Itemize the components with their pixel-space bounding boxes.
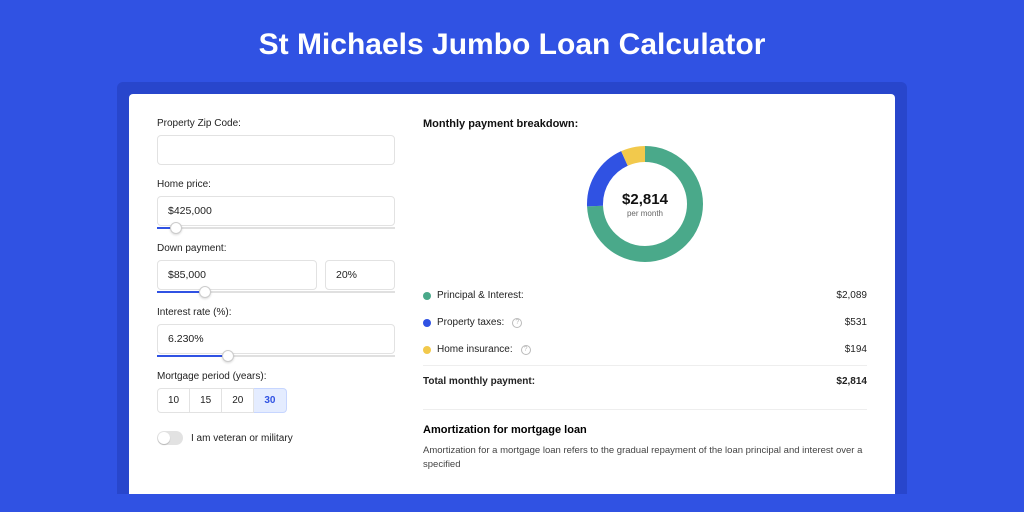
home-price-slider[interactable] xyxy=(157,227,395,229)
home-price-input[interactable] xyxy=(157,196,395,226)
down-payment-percent-input[interactable] xyxy=(325,260,395,290)
legend-dot xyxy=(423,346,431,354)
legend-dot xyxy=(423,319,431,327)
page-title: St Michaels Jumbo Loan Calculator xyxy=(0,0,1024,82)
amortization-text: Amortization for a mortgage loan refers … xyxy=(423,444,867,473)
breakdown-value: $194 xyxy=(845,344,867,355)
veteran-label: I am veteran or military xyxy=(191,433,293,444)
total-label: Total monthly payment: xyxy=(423,376,535,387)
slider-thumb[interactable] xyxy=(222,350,234,362)
period-button-group: 10152030 xyxy=(157,388,395,413)
period-button-10[interactable]: 10 xyxy=(157,388,190,413)
field-home-price: Home price: xyxy=(157,179,395,229)
down-payment-input[interactable] xyxy=(157,260,317,290)
amortization-section: Amortization for mortgage loan Amortizat… xyxy=(423,409,867,473)
period-button-15[interactable]: 15 xyxy=(190,388,222,413)
outer-card: Property Zip Code: Home price: Down paym… xyxy=(117,82,907,494)
interest-rate-label: Interest rate (%): xyxy=(157,307,395,318)
zip-label: Property Zip Code: xyxy=(157,118,395,129)
down-payment-slider[interactable] xyxy=(157,291,395,293)
breakdown-title: Monthly payment breakdown: xyxy=(423,118,867,130)
slider-thumb[interactable] xyxy=(199,286,211,298)
calculator-card: Property Zip Code: Home price: Down paym… xyxy=(129,94,895,494)
veteran-toggle[interactable] xyxy=(157,431,183,445)
interest-rate-input[interactable] xyxy=(157,324,395,354)
breakdown-row: Home insurance:? $194 xyxy=(423,336,867,363)
inputs-column: Property Zip Code: Home price: Down paym… xyxy=(157,118,395,494)
slider-thumb[interactable] xyxy=(170,222,182,234)
mortgage-period-label: Mortgage period (years): xyxy=(157,371,395,382)
zip-input[interactable] xyxy=(157,135,395,165)
breakdown-total-row: Total monthly payment: $2,814 xyxy=(423,365,867,395)
down-payment-label: Down payment: xyxy=(157,243,395,254)
breakdown-label: Property taxes: xyxy=(437,317,504,328)
donut-center: $2,814 per month xyxy=(585,144,705,264)
help-icon[interactable]: ? xyxy=(512,318,522,328)
breakdown-label: Home insurance: xyxy=(437,344,513,355)
field-down-payment: Down payment: xyxy=(157,243,395,293)
breakdown-value: $531 xyxy=(845,317,867,328)
breakdown-rows: Principal & Interest: $2,089 Property taxe… xyxy=(423,282,867,363)
donut-amount: $2,814 xyxy=(622,191,668,208)
breakdown-row: Property taxes:? $531 xyxy=(423,309,867,336)
amortization-title: Amortization for mortgage loan xyxy=(423,424,867,436)
donut-chart: $2,814 per month xyxy=(585,144,705,264)
period-button-30[interactable]: 30 xyxy=(254,388,286,413)
breakdown-row: Principal & Interest: $2,089 xyxy=(423,282,867,309)
breakdown-label: Principal & Interest: xyxy=(437,290,524,301)
donut-wrap: $2,814 per month xyxy=(423,144,867,264)
field-mortgage-period: Mortgage period (years): 10152030 xyxy=(157,371,395,413)
breakdown-column: Monthly payment breakdown: $2,814 per mo… xyxy=(423,118,867,494)
veteran-row: I am veteran or military xyxy=(157,431,395,445)
breakdown-value: $2,089 xyxy=(836,290,867,301)
help-icon[interactable]: ? xyxy=(521,345,531,355)
interest-rate-slider[interactable] xyxy=(157,355,395,357)
home-price-label: Home price: xyxy=(157,179,395,190)
field-zip: Property Zip Code: xyxy=(157,118,395,165)
donut-subtext: per month xyxy=(627,209,663,218)
period-button-20[interactable]: 20 xyxy=(222,388,254,413)
field-interest-rate: Interest rate (%): xyxy=(157,307,395,357)
total-value: $2,814 xyxy=(836,376,867,387)
legend-dot xyxy=(423,292,431,300)
